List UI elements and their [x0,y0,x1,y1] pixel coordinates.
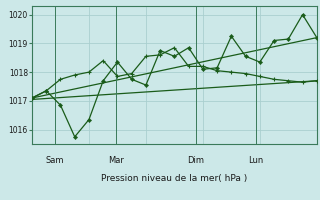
Text: Mar: Mar [108,156,124,165]
Text: Pression niveau de la mer( hPa ): Pression niveau de la mer( hPa ) [101,174,248,183]
Text: Sam: Sam [45,156,64,165]
Text: Dim: Dim [187,156,204,165]
Text: Lun: Lun [248,156,263,165]
